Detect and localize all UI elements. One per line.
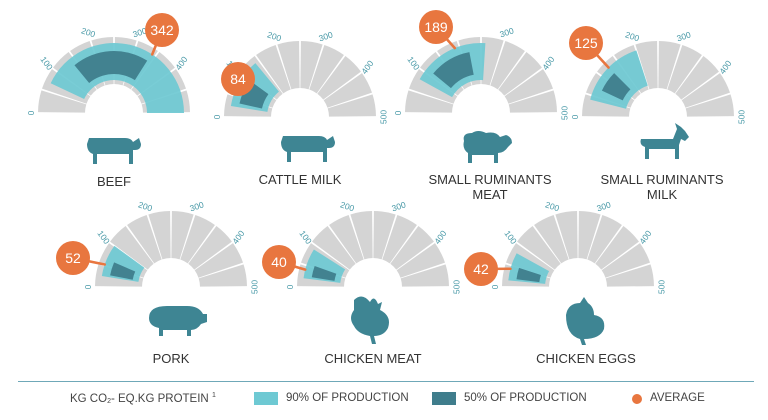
icon-shape — [566, 297, 604, 345]
gauge-label: CHICKEN EGGS — [536, 351, 636, 366]
gauge-tick-label: 400 — [173, 54, 190, 72]
legend: KG CO2- EQ.KG PROTEIN 1 90% OF PRODUCTIO… — [18, 381, 754, 420]
pig-icon — [149, 306, 207, 336]
gauge-tick-label: 0 — [285, 285, 295, 290]
gauge: 0 100 200 300 400 500 42 CHICKEN EGGS — [464, 199, 666, 366]
gauge-tick-label: 200 — [624, 29, 641, 43]
gauge-tick-label: 500 — [378, 110, 388, 124]
gauge-average-value: 189 — [424, 19, 448, 35]
goat-icon — [641, 123, 690, 159]
legend-label-50: 50% OF PRODUCTION — [464, 392, 587, 404]
icon-shape — [281, 136, 335, 162]
gauge-average-value: 125 — [574, 35, 598, 51]
gauge-tick-label: 300 — [317, 29, 334, 43]
cow-icon — [87, 138, 141, 164]
gauge-tick-label: 500 — [451, 280, 461, 294]
gauge-tick-label: 100 — [297, 229, 314, 247]
gauge-tick-label: 400 — [432, 228, 449, 246]
icon-shape — [351, 296, 389, 344]
gauge-label: SMALL RUMINANTS — [600, 172, 723, 187]
sheep-icon — [464, 131, 513, 163]
gauge-tick-label: 300 — [188, 199, 205, 213]
gauge-tick-label: 200 — [544, 199, 561, 213]
gauge-tick-label: 200 — [339, 199, 356, 213]
legend-dot-average — [632, 394, 642, 404]
gauge: 0 100 200 300 400 500 52 PORK — [56, 199, 259, 366]
gauge-tick-label: 500 — [656, 280, 666, 294]
gauge-tick-label: 0 — [26, 111, 36, 116]
gauge-tick-label: 300 — [595, 199, 612, 213]
legend-label-average: AVERAGE — [650, 392, 705, 404]
cow-icon — [281, 136, 335, 162]
gauge-label: MILK — [647, 187, 678, 202]
icon-shape — [464, 131, 513, 163]
gauge: 0 100 200 300 400 500 40 CHICKEN MEAT — [262, 199, 461, 366]
legend-label-90: 90% OF PRODUCTION — [286, 392, 409, 404]
gauge-tick-label: 400 — [540, 54, 557, 72]
gauge: 010020030040050084CATTLE MILK — [212, 29, 389, 187]
icon-shape — [641, 123, 690, 159]
gauge-tick-label: 200 — [80, 25, 97, 39]
gauge-tick-label: 0 — [490, 285, 500, 290]
gauge-tick-label: 300 — [498, 25, 515, 39]
gauge-tick-label: 500 — [736, 110, 746, 124]
hen-icon — [566, 297, 604, 345]
gauge-tick-label: 0 — [570, 115, 580, 120]
gauge-chart: 0100200300400342BEEF010020030040050084CA… — [0, 0, 768, 381]
gauge-tick-label: 400 — [637, 228, 654, 246]
legend-unit-label: KG CO2- EQ.KG PROTEIN 1 — [70, 392, 216, 405]
gauge-tick-label: 0 — [393, 111, 403, 116]
gauge-tick-label: 200 — [137, 199, 154, 213]
gauge-label: CATTLE MILK — [259, 172, 342, 187]
legend-swatch-50 — [432, 392, 456, 405]
gauge-tick-label: 500 — [249, 280, 259, 294]
icon-shape — [149, 306, 207, 336]
gauge-tick-label: 100 — [38, 55, 55, 73]
gauge-average-value: 342 — [150, 22, 174, 38]
chicken-icon — [351, 296, 389, 344]
gauge-tick-label: 100 — [502, 229, 519, 247]
gauge-tick-label: 300 — [390, 199, 407, 213]
gauge-label: CHICKEN MEAT — [324, 351, 421, 366]
gauge-label: MEAT — [472, 187, 507, 202]
gauge-tick-label: 400 — [717, 58, 734, 76]
gauge-label: BEEF — [97, 174, 131, 189]
icon-shape — [87, 138, 141, 164]
gauge-average-value: 40 — [271, 254, 287, 270]
gauge-average-value: 42 — [473, 261, 489, 277]
gauge-average-value: 52 — [65, 250, 81, 266]
legend-swatch-90 — [254, 392, 278, 405]
gauge-average-value: 84 — [230, 71, 246, 87]
gauge-tick-label: 0 — [83, 285, 93, 290]
gauge-tick-label: 200 — [266, 29, 283, 43]
gauge-tick-label: 100 — [95, 229, 112, 247]
gauge-tick-label: 0 — [212, 115, 222, 120]
gauge-tick-label: 500 — [559, 106, 569, 120]
gauge-tick-label: 300 — [675, 29, 692, 43]
gauge-label: SMALL RUMINANTS — [428, 172, 551, 187]
gauge-tick-label: 400 — [230, 228, 247, 246]
gauge-tick-label: 400 — [359, 58, 376, 76]
gauge-label: PORK — [153, 351, 190, 366]
gauge-tick-label: 100 — [405, 55, 422, 73]
